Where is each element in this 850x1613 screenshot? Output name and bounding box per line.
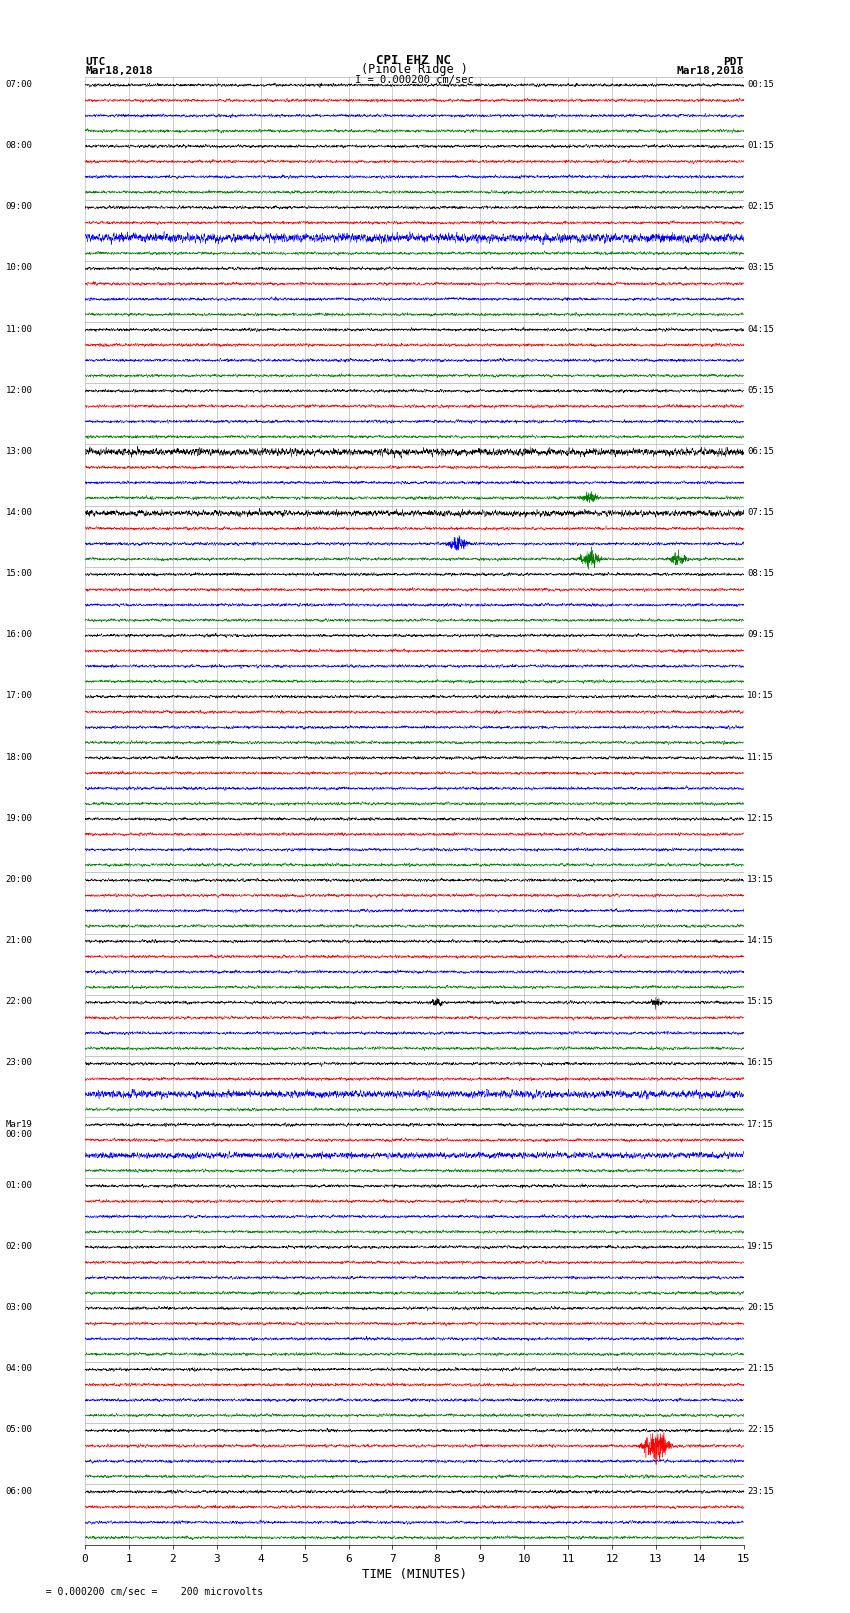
Text: 23:00: 23:00 [5,1058,32,1068]
Text: 09:00: 09:00 [5,202,32,211]
X-axis label: TIME (MINUTES): TIME (MINUTES) [362,1568,467,1581]
Text: 04:15: 04:15 [747,324,774,334]
Text: 20:00: 20:00 [5,874,32,884]
Text: 19:00: 19:00 [5,815,32,823]
Text: 07:15: 07:15 [747,508,774,518]
Text: 16:15: 16:15 [747,1058,774,1068]
Text: Mar19
00:00: Mar19 00:00 [5,1119,32,1139]
Text: 18:15: 18:15 [747,1181,774,1190]
Text: = 0.000200 cm/sec =    200 microvolts: = 0.000200 cm/sec = 200 microvolts [34,1587,264,1597]
Text: 15:15: 15:15 [747,997,774,1007]
Text: 06:00: 06:00 [5,1487,32,1495]
Text: 20:15: 20:15 [747,1303,774,1311]
Text: 03:00: 03:00 [5,1303,32,1311]
Text: 07:00: 07:00 [5,81,32,89]
Text: 12:00: 12:00 [5,386,32,395]
Text: 17:00: 17:00 [5,692,32,700]
Text: 08:15: 08:15 [747,569,774,577]
Text: 09:15: 09:15 [747,631,774,639]
Text: 14:00: 14:00 [5,508,32,518]
Text: 05:15: 05:15 [747,386,774,395]
Text: 01:15: 01:15 [747,140,774,150]
Text: 10:15: 10:15 [747,692,774,700]
Text: 02:15: 02:15 [747,202,774,211]
Text: (Pinole Ridge ): (Pinole Ridge ) [360,63,468,76]
Text: 03:15: 03:15 [747,263,774,273]
Text: PDT: PDT [723,56,744,66]
Text: 18:00: 18:00 [5,753,32,761]
Text: 14:15: 14:15 [747,936,774,945]
Text: 04:00: 04:00 [5,1365,32,1373]
Text: 01:00: 01:00 [5,1181,32,1190]
Text: 02:00: 02:00 [5,1242,32,1252]
Text: 08:00: 08:00 [5,140,32,150]
Text: 12:15: 12:15 [747,815,774,823]
Text: 19:15: 19:15 [747,1242,774,1252]
Text: 22:15: 22:15 [747,1426,774,1434]
Text: Mar18,2018: Mar18,2018 [85,66,152,76]
Text: 13:15: 13:15 [747,874,774,884]
Text: 13:00: 13:00 [5,447,32,456]
Text: CPI EHZ NC: CPI EHZ NC [377,53,451,66]
Text: UTC: UTC [85,56,105,66]
Text: 23:15: 23:15 [747,1487,774,1495]
Text: 15:00: 15:00 [5,569,32,577]
Text: Mar18,2018: Mar18,2018 [677,66,744,76]
Text: 21:15: 21:15 [747,1365,774,1373]
Text: 21:00: 21:00 [5,936,32,945]
Text: I = 0.000200 cm/sec: I = 0.000200 cm/sec [354,74,473,84]
Text: 11:15: 11:15 [747,753,774,761]
Text: 05:00: 05:00 [5,1426,32,1434]
Text: 00:15: 00:15 [747,81,774,89]
Text: 11:00: 11:00 [5,324,32,334]
Text: 22:00: 22:00 [5,997,32,1007]
Text: 06:15: 06:15 [747,447,774,456]
Text: 17:15: 17:15 [747,1119,774,1129]
Text: 10:00: 10:00 [5,263,32,273]
Text: 16:00: 16:00 [5,631,32,639]
